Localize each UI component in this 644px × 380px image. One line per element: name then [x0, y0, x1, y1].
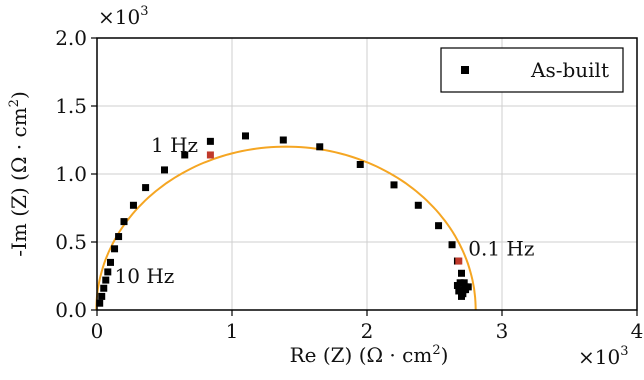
- x-tick-label: 4: [631, 319, 644, 343]
- data-point: [458, 269, 465, 277]
- data-point: [414, 201, 422, 209]
- data-points: [96, 132, 472, 307]
- y-tick-label: 1.0: [55, 162, 87, 186]
- y-tick-label: 0.5: [55, 230, 87, 254]
- legend-label: As-built: [530, 58, 609, 82]
- point-annotation: 1 Hz: [151, 133, 198, 157]
- data-point: [161, 166, 168, 174]
- y-tick-label: 2.0: [55, 26, 87, 50]
- point-annotation: 0.1 Hz: [468, 237, 534, 261]
- fit-curve: [95, 145, 477, 311]
- x-tick-label: 3: [496, 319, 509, 343]
- data-point: [111, 245, 119, 253]
- point-annotation: 10 Hz: [115, 264, 175, 288]
- data-point: [120, 218, 128, 226]
- legend: As-built: [440, 47, 624, 93]
- tick-labels: 0 1 2 3 4 0.0 0.5 1.0 1.5 2.0: [55, 26, 643, 343]
- data-point: [181, 151, 189, 159]
- data-point: [464, 283, 472, 291]
- x-axis-multiplier: ×103: [578, 344, 629, 369]
- data-point: [142, 184, 150, 192]
- x-axis-label: Re (Z) (Ω · cm2): [290, 343, 449, 367]
- highlighted-point: [455, 257, 463, 265]
- data-point: [435, 222, 443, 230]
- data-point: [104, 268, 112, 276]
- legend-box: [440, 47, 624, 93]
- y-axis-label: -Im (Z) (Ω · cm2): [7, 91, 31, 257]
- data-point: [206, 137, 214, 145]
- data-point: [242, 132, 249, 140]
- y-axis-multiplier: ×103: [98, 4, 149, 29]
- y-tick-label: 0.0: [55, 298, 87, 322]
- annotations: 1 Hz 0.1 Hz 10 Hz: [115, 133, 535, 288]
- data-point: [390, 181, 398, 189]
- data-point: [98, 292, 106, 300]
- y-tick-label: 1.5: [55, 94, 87, 118]
- axis-labels: ×103 ×103 Re (Z) (Ω · cm2) -Im (Z) (Ω · cm2…: [7, 4, 629, 369]
- data-point: [460, 286, 468, 294]
- x-tick-label: 0: [91, 319, 104, 343]
- legend-marker: [461, 66, 469, 74]
- x-tick-label: 1: [226, 319, 239, 343]
- data-point: [115, 233, 123, 241]
- data-point: [455, 287, 463, 295]
- x-tick-label: 2: [361, 319, 374, 343]
- data-point: [448, 241, 456, 249]
- data-point: [129, 201, 137, 209]
- data-point: [96, 299, 104, 307]
- data-point: [279, 136, 287, 144]
- data-point: [316, 143, 324, 151]
- data-point: [107, 258, 114, 266]
- fit-curve-line: [95, 145, 477, 311]
- data-point: [456, 279, 464, 287]
- data-point: [460, 279, 468, 287]
- data-point: [100, 284, 108, 292]
- data-point: [102, 276, 110, 284]
- data-point: [356, 160, 364, 168]
- highlighted-point: [206, 151, 214, 159]
- data-point: [458, 292, 465, 300]
